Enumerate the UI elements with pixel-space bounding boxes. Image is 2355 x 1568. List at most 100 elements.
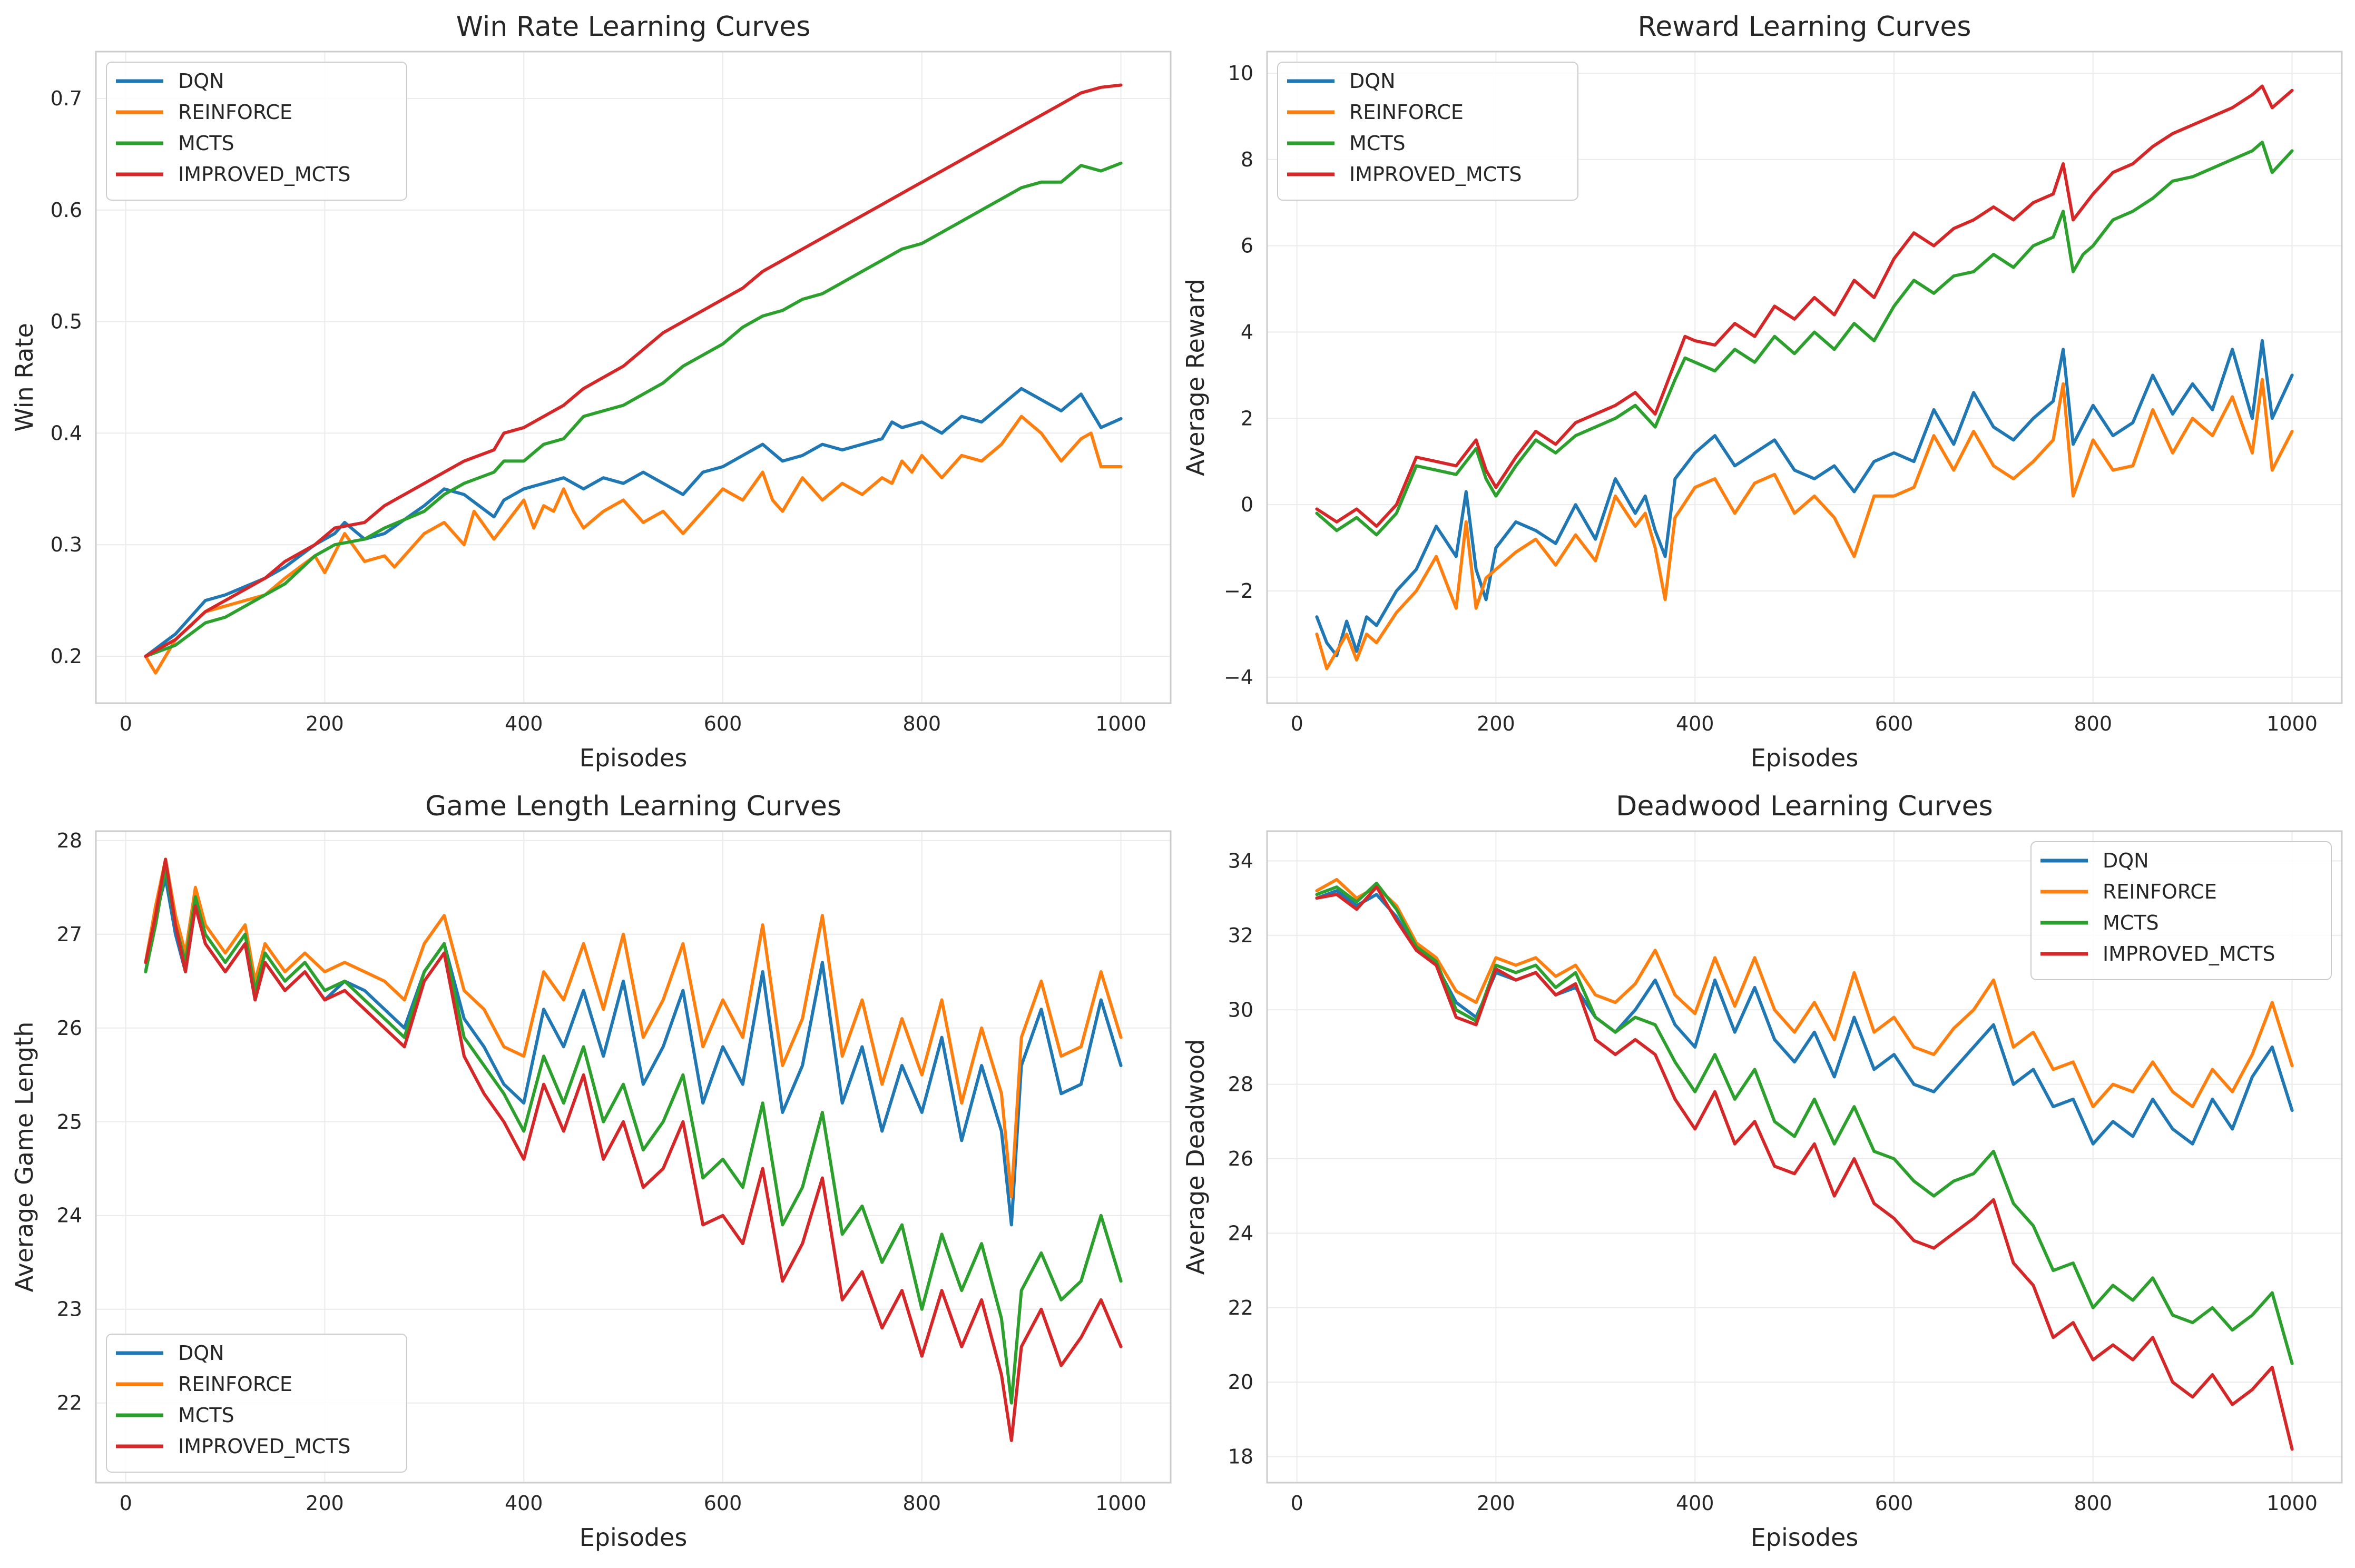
x-tick-label: 0 (120, 1492, 132, 1515)
panel-game-length: 0 200 400 600 800 1000 22 23 24 25 26 27 28 Game Leng… (10, 791, 1172, 1552)
y-tick-label: 34 (1228, 850, 1253, 873)
y-axis-label: Average Game Length (10, 1022, 38, 1293)
x-tick-label: 800 (2074, 1492, 2113, 1515)
y-tick-label: 4 (1241, 320, 1253, 343)
legend-label: REINFORCE (178, 101, 292, 124)
y-tick-label: 0.4 (51, 421, 82, 445)
chart-title: Reward Learning Curves (1638, 11, 1971, 43)
legend: DQN REINFORCE MCTS IMPROVED_MCTS (106, 1334, 407, 1473)
series-line-improved-mcts (144, 857, 1123, 1442)
series-line-reinforce (1315, 378, 2294, 670)
legend-label: DQN (2103, 849, 2149, 872)
legend-label: IMPROVED_MCTS (178, 1435, 350, 1458)
panel-win-rate: 0 200 400 600 800 1000 0.2 0.3 0.4 0.5 0.6 0.7 Win R… (10, 11, 1172, 772)
x-tick-label: 200 (306, 1492, 344, 1515)
legend-label: MCTS (178, 1404, 234, 1427)
legend-label: DQN (178, 1342, 224, 1365)
y-tick-label: 20 (1228, 1370, 1253, 1394)
series-line-mcts (144, 867, 1123, 1405)
y-tick-label: 0.2 (51, 645, 82, 668)
legend-label: MCTS (2103, 911, 2159, 934)
y-tick-label: 24 (57, 1204, 82, 1227)
x-tick-label: 200 (306, 712, 344, 735)
legend-box (2030, 841, 2332, 980)
y-tick-label: 26 (57, 1017, 82, 1040)
y-tick-label: −4 (1224, 666, 1253, 689)
legend-label: MCTS (178, 132, 234, 155)
y-axis-label: Win Rate (10, 323, 38, 432)
y-tick-label: 25 (57, 1110, 82, 1133)
legend-box (106, 1334, 407, 1473)
x-tick-label: 0 (1291, 1492, 1303, 1515)
x-tick-label: 1000 (2266, 1492, 2318, 1515)
x-axis-label: Episodes (1751, 744, 1859, 772)
y-tick-label: 10 (1228, 62, 1253, 85)
y-tick-label: 18 (1228, 1445, 1253, 1468)
x-axis-label: Episodes (580, 1523, 688, 1552)
plot-frame (95, 830, 1172, 1484)
y-tick-label: 6 (1241, 234, 1253, 258)
series-line-reinforce (1315, 877, 2294, 1109)
legend-box (106, 62, 407, 201)
series-line-mcts (144, 161, 1123, 658)
x-tick-label: 0 (1291, 712, 1303, 735)
y-tick-label: 2 (1241, 407, 1253, 430)
y-tick-label: 27 (57, 923, 82, 946)
plot-frame (95, 51, 1172, 704)
legend-label: DQN (1349, 70, 1396, 93)
x-tick-label: 800 (903, 712, 941, 735)
x-tick-label: 400 (505, 1492, 543, 1515)
plot-frame (1266, 830, 2343, 1484)
x-tick-label: 600 (1875, 712, 1914, 735)
plot-frame (1266, 51, 2343, 704)
y-tick-label: 0 (1241, 493, 1253, 516)
x-axis-label: Episodes (580, 744, 688, 772)
y-tick-label: 30 (1228, 998, 1253, 1021)
y-tick-label: 0.3 (51, 533, 82, 556)
legend-label: DQN (178, 70, 224, 93)
series-line-dqn (1315, 339, 2294, 657)
y-tick-label: 23 (57, 1298, 82, 1321)
series-line-improved-mcts (1315, 84, 2294, 528)
x-tick-label: 200 (1477, 712, 1515, 735)
panel-deadwood: 0 200 400 600 800 1000 18 20 22 24 26 28 30 32 34 Deadw… (1181, 791, 2343, 1552)
y-tick-label: 22 (57, 1392, 82, 1415)
chart-title: Win Rate Learning Curves (456, 11, 811, 43)
y-axis-label: Average Deadwood (1181, 1039, 1210, 1275)
series-line-improved-mcts (1315, 885, 2294, 1451)
legend-label: REINFORCE (1349, 101, 1464, 124)
y-tick-label: 28 (1228, 1073, 1253, 1096)
y-tick-label: −2 (1224, 579, 1253, 603)
series-line-dqn (144, 387, 1123, 658)
y-axis-label: Average Reward (1181, 279, 1210, 476)
y-tick-label: 32 (1228, 924, 1253, 947)
x-tick-label: 400 (1676, 1492, 1714, 1515)
series-group (144, 857, 1123, 1442)
legend-label: IMPROVED_MCTS (2103, 942, 2275, 965)
legend-box (1277, 62, 1578, 201)
x-tick-label: 1000 (1095, 1492, 1146, 1515)
series-line-mcts (1315, 141, 2294, 537)
legend-label: MCTS (1349, 132, 1406, 155)
y-tick-label: 0.7 (51, 87, 82, 110)
legend-label: IMPROVED_MCTS (178, 163, 350, 186)
series-line-reinforce (144, 857, 1123, 1199)
series-group (144, 83, 1123, 675)
legend-label: IMPROVED_MCTS (1349, 163, 1522, 186)
chart-title: Game Length Learning Curves (425, 791, 841, 822)
y-tick-label: 0.5 (51, 310, 82, 333)
x-tick-label: 800 (2074, 712, 2113, 735)
y-tick-label: 0.6 (51, 199, 82, 222)
y-tick-label: 8 (1241, 148, 1253, 171)
legend: DQN REINFORCE MCTS IMPROVED_MCTS (1277, 62, 1578, 201)
chart-title: Deadwood Learning Curves (1616, 791, 1993, 822)
y-tick-label: 28 (57, 829, 82, 852)
legend: DQN REINFORCE MCTS IMPROVED_MCTS (106, 62, 407, 201)
x-tick-label: 200 (1477, 1492, 1515, 1515)
legend-label: REINFORCE (2103, 880, 2217, 903)
legend-label: REINFORCE (178, 1373, 292, 1396)
series-line-reinforce (144, 415, 1123, 675)
y-tick-label: 24 (1228, 1221, 1253, 1245)
